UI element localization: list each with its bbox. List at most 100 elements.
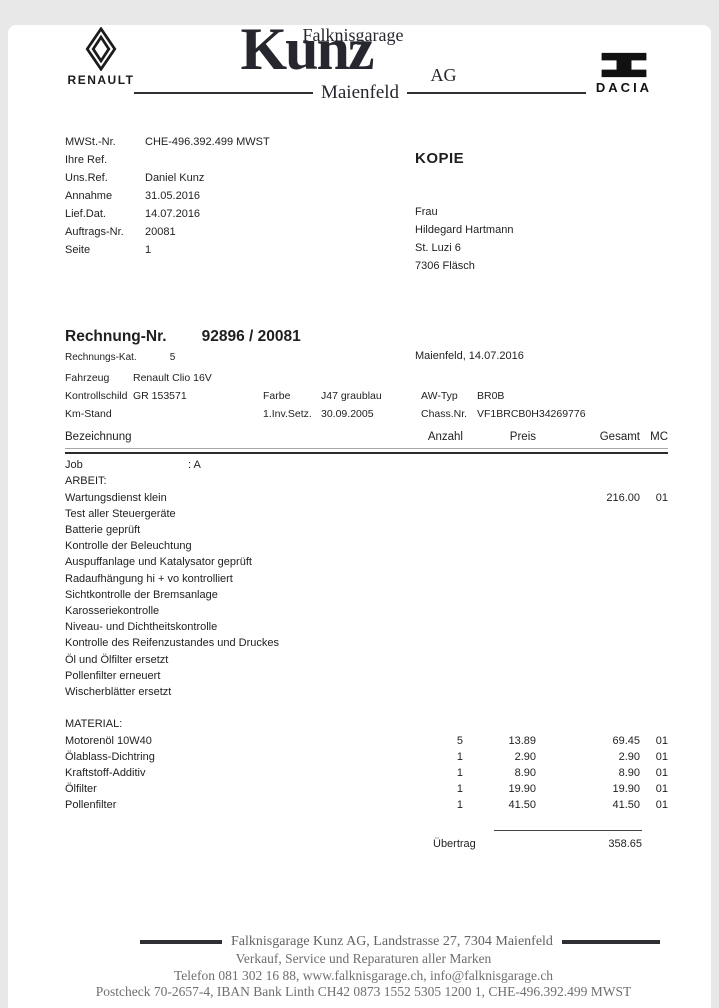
col-mc: MC: [650, 431, 668, 443]
meta-value: CHE-496.392.499 MWST: [145, 136, 270, 148]
vehicle-value: J47 graublau: [321, 390, 382, 402]
dacia-brand-block: DACIA: [579, 51, 669, 95]
col-preis: Preis: [509, 431, 536, 443]
invoice-category-row: Rechnungs-Kat. 5: [65, 352, 175, 363]
spacer: [65, 700, 668, 716]
meta-value: 31.05.2016: [145, 190, 201, 202]
recipient-salutation: Frau: [415, 206, 438, 218]
table-row: Auspuffanlage und Katalysator geprüft: [65, 556, 252, 569]
col-bezeichnung: Bezeichnung: [65, 431, 132, 443]
section-header-arbeit: ARBEIT:: [65, 475, 107, 488]
table-row: Karosseriekontrolle: [65, 605, 160, 618]
footer-address-row: Falknisgarage Kunz AG, Landstrasse 27, 7…: [140, 934, 660, 950]
carry-over-block: Übertrag 358.65: [65, 826, 668, 860]
meta-label: Annahme: [65, 190, 113, 202]
vehicle-details: Fahrzeug Renault Clio 16V Kontrollschild…: [65, 369, 675, 423]
vehicle-label: Km-Stand: [65, 408, 112, 420]
renault-wordmark: RENAULT: [67, 73, 135, 87]
table-row: Kontrolle der Beleuchtung: [65, 540, 192, 553]
garage-city: Maienfeld: [320, 82, 400, 103]
dacia-wordmark: DACIA: [595, 80, 653, 95]
garage-name-suffix: AG: [430, 65, 457, 85]
col-anzahl: Anzahl: [427, 431, 463, 443]
table-row: Test aller Steuergeräte: [65, 507, 176, 520]
table-row: Pollenfilter erneuert: [65, 669, 161, 682]
job-label: Job: [65, 459, 83, 472]
vehicle-value: Renault Clio 16V: [133, 372, 212, 384]
vehicle-label: Kontrollschild: [65, 390, 128, 402]
meta-label: MWSt.-Nr.: [65, 136, 116, 148]
meta-label: Ihre Ref.: [65, 154, 108, 166]
meta-value: [145, 151, 270, 169]
section-header-material: MATERIAL:: [65, 718, 123, 731]
invoice-number-label: Rechnung-Nr.: [65, 328, 167, 345]
job-row: Job : A: [65, 457, 668, 473]
recipient-address: Frau Hildegard Hartmann St. Luzi 6 7306 …: [415, 203, 513, 275]
table-row: Batterie geprüft: [65, 524, 141, 537]
place-date: Maienfeld, 14.07.2016: [415, 350, 524, 362]
renault-brand-block: RENAULT: [60, 27, 142, 87]
vehicle-value: BR0B: [477, 390, 505, 402]
meta-value: Daniel Kunz: [145, 172, 205, 184]
vehicle-label: AW-Typ: [421, 390, 458, 402]
vehicle-value: 30.09.2005: [321, 408, 374, 420]
header-rule-left: [134, 91, 313, 95]
copy-stamp: KOPIE: [415, 150, 465, 167]
footer-rule-right: [561, 940, 660, 944]
garage-name-main: Kunz: [240, 25, 375, 82]
table-row: Ölfilter 1 19.90 19.90 01: [65, 783, 668, 796]
invoice-number-value: 92896 / 20081: [201, 328, 301, 345]
renault-diamond-icon: [85, 27, 117, 71]
vehicle-label: Farbe: [263, 390, 291, 402]
recipient-name: Hildegard Hartmann: [415, 224, 514, 236]
vehicle-label: Chass.Nr.: [421, 408, 468, 420]
vehicle-value: [133, 405, 263, 423]
table-header-row: Bezeichnung Anzahl Preis Gesamt MC: [65, 429, 668, 445]
subtotal-rule: [494, 829, 642, 831]
footer-services: Verkauf, Service und Reparaturen aller M…: [235, 951, 492, 966]
table-row: Wartungsdienst klein 216.00 01: [65, 491, 668, 504]
footer-details: Verkauf, Service und Reparaturen aller M…: [16, 951, 711, 1001]
footer-contact: Telefon 081 302 16 88, www.falknisgarage…: [173, 967, 554, 983]
table-row: Kraftstoff-Additiv 1 8.90 8.90 01: [65, 767, 668, 780]
recipient-street: St. Luzi 6: [415, 242, 461, 254]
carry-over-label: Übertrag: [433, 837, 476, 850]
table-row: Motorenöl 10W40 5 13.89 69.45 01: [65, 734, 668, 747]
header-divider-row: Maienfeld: [134, 82, 587, 103]
meta-label: Uns.Ref.: [65, 172, 108, 184]
table-row: Sichtkontrolle der Bremsanlage: [65, 588, 218, 601]
header-underline-thin: [65, 448, 668, 450]
recipient-city: 7306 Fläsch: [415, 260, 475, 272]
meta-value: 14.07.2016: [145, 208, 201, 220]
garage-logo: Falknisgarage Kunz AG: [235, 25, 485, 105]
footer-rule-left: [140, 940, 222, 944]
table-row: Wischerblätter ersetzt: [65, 686, 172, 699]
table-row: Radaufhängung hi + vo kontrolliert: [65, 572, 233, 585]
vehicle-label: Fahrzeug: [65, 372, 110, 384]
invoice-page: RENAULT Falknisgarage Kunz AG Maienfeld …: [8, 25, 711, 1008]
header-rule-right: [407, 91, 587, 95]
meta-label: Lief.Dat.: [65, 208, 106, 220]
meta-label: Seite: [65, 244, 91, 256]
garage-name-top: Falknisgarage: [302, 25, 404, 45]
col-gesamt: Gesamt: [599, 431, 640, 443]
meta-label: Auftrags-Nr.: [65, 226, 124, 238]
table-row: Niveau- und Dichtheitskontrolle: [65, 621, 218, 634]
letterhead: RENAULT Falknisgarage Kunz AG Maienfeld …: [8, 25, 711, 130]
line-items-table: Bezeichnung Anzahl Preis Gesamt MC Job : …: [65, 429, 668, 860]
meta-value: 1: [145, 244, 152, 256]
table-row: Kontrolle des Reifenzustandes und Drucke…: [65, 637, 280, 650]
table-row: Ölablass-Dichtring 1 2.90 2.90 01: [65, 750, 668, 763]
dacia-emblem-icon: [601, 52, 647, 78]
header-underline-thick: [65, 452, 668, 455]
vehicle-value: VF1BRCB0H34269776: [477, 408, 586, 420]
job-value: : A: [188, 459, 201, 472]
carry-over-value: 358.65: [608, 837, 642, 850]
meta-value: 20081: [145, 226, 176, 238]
footer-banking: Postcheck 70-2657-4, IBAN Bank Linth CH4…: [95, 984, 632, 999]
table-row: Öl und Ölfilter ersetzt: [65, 653, 169, 666]
invoice-number-row: Rechnung-Nr. 92896 / 20081: [65, 328, 301, 346]
invoice-category-value: 5: [169, 352, 176, 363]
vehicle-value: GR 153571: [133, 390, 187, 402]
footer-address: Falknisgarage Kunz AG, Landstrasse 27, 7…: [231, 934, 553, 949]
